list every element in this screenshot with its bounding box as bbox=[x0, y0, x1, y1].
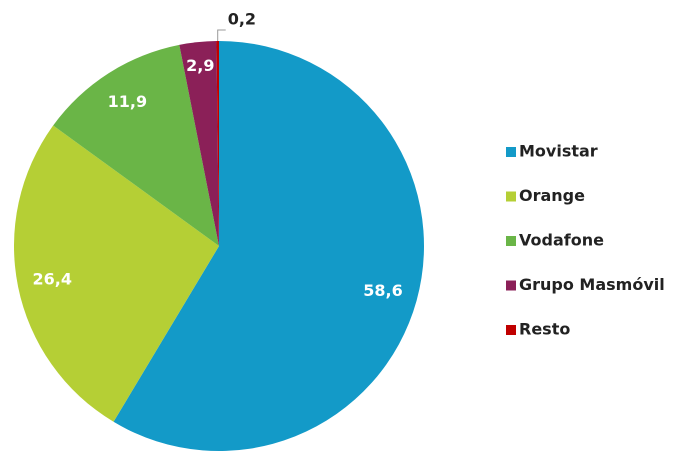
data-label: 58,6 bbox=[363, 281, 402, 300]
legend-swatch bbox=[506, 147, 516, 157]
legend-label: Resto bbox=[519, 320, 570, 339]
data-label: 0,2 bbox=[228, 10, 256, 29]
legend-label: Movistar bbox=[519, 142, 598, 161]
legend-label: Orange bbox=[519, 186, 585, 205]
legend-label: Grupo Masmóvil bbox=[519, 275, 665, 294]
leader-line bbox=[217, 29, 226, 42]
pie-slice bbox=[14, 125, 219, 422]
pie-slice bbox=[53, 44, 219, 247]
pie-slice bbox=[113, 41, 425, 451]
legend-swatch bbox=[506, 236, 516, 246]
legend-swatch bbox=[506, 325, 516, 335]
data-label: 26,4 bbox=[33, 269, 72, 288]
data-label: 2,9 bbox=[186, 56, 214, 75]
pie-slice bbox=[216, 41, 219, 246]
legend-swatch bbox=[506, 280, 516, 291]
pie-slice bbox=[179, 41, 219, 246]
legend-label: Vodafone bbox=[519, 231, 604, 250]
legend-swatch bbox=[506, 191, 516, 202]
data-label: 11,9 bbox=[108, 92, 147, 111]
